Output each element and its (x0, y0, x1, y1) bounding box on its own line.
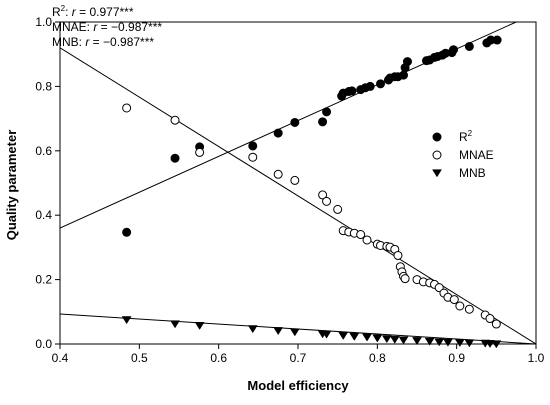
point-r2 (464, 41, 474, 51)
point-r2 (318, 117, 328, 127)
point-mnb (194, 322, 205, 330)
point-mnb (247, 325, 258, 334)
point-r2 (376, 79, 386, 89)
point-mnae (485, 314, 495, 324)
y-axis-label: Quality parameter (4, 130, 19, 241)
legend-label-superscript: 2 (468, 129, 473, 138)
annotation-value: = −0.987*** (97, 20, 162, 34)
point-r2 (248, 141, 258, 151)
legend-marker-r2 (432, 132, 442, 142)
y-tick-label: 0.2 (35, 273, 52, 287)
point-mnae (170, 115, 180, 125)
point-mnae (248, 152, 258, 162)
annotation-colon: : (65, 5, 72, 19)
point-mnae (449, 295, 459, 305)
point-mnb (121, 316, 132, 325)
y-tick-label: 0.4 (35, 208, 52, 222)
annotation-colon: : (79, 35, 86, 49)
point-r2 (170, 153, 180, 163)
point-r2 (290, 117, 300, 127)
point-mnae (318, 190, 328, 200)
x-tick-label: 0.7 (290, 351, 307, 365)
x-tick-label: 0.8 (369, 351, 386, 365)
legend-label-mnb: MNB (459, 166, 486, 180)
x-tick-label: 0.6 (210, 351, 227, 365)
point-mnb (434, 338, 445, 347)
annotation-value: = −0.987*** (89, 35, 154, 49)
point-mnae (333, 204, 343, 214)
point-mnb (289, 328, 300, 337)
point-mnae (356, 230, 366, 240)
annotation-r-symbol: r (85, 35, 90, 49)
legend-label-main: MNAE (459, 148, 494, 162)
annotation-mnb: MNB: r = −0.987*** (52, 35, 154, 49)
point-mnb (398, 336, 409, 345)
annotation-label: MNB (52, 35, 79, 49)
annotation-r: R2: r = 0.977*** (52, 4, 134, 19)
point-r2 (492, 35, 502, 45)
legend-marker-mnae (432, 150, 442, 160)
y-tick-label: 0.8 (35, 79, 52, 93)
y-tick-label: 1.0 (35, 15, 52, 29)
fit-line-mnae (60, 47, 536, 344)
legend-label-mnae: MNAE (459, 148, 494, 162)
point-mnb (338, 332, 349, 340)
point-mnae (322, 196, 332, 206)
point-mnb (485, 340, 495, 348)
point-r2 (399, 70, 409, 80)
x-tick-label: 1.0 (528, 351, 545, 365)
point-r2 (122, 227, 132, 237)
legend-label-main: MNB (459, 166, 486, 180)
legend-marker-mnb (432, 169, 442, 178)
point-mnb (412, 337, 422, 346)
annotation-mnae: MNAE: r = −0.987*** (52, 20, 162, 34)
x-tick-label: 0.4 (52, 351, 69, 365)
point-mnb (372, 334, 383, 343)
point-mnae (393, 250, 403, 260)
point-r2 (365, 81, 375, 91)
point-r2 (322, 107, 332, 117)
point-r2 (347, 86, 357, 96)
annotation-colon: : (87, 20, 94, 34)
point-r2 (448, 45, 458, 55)
point-mnae (273, 169, 283, 179)
point-mnb (454, 339, 465, 348)
point-mnb (491, 340, 502, 349)
point-mnb (349, 332, 360, 341)
point-mnae (195, 147, 205, 157)
y-tick-label: 0.6 (35, 144, 52, 158)
point-mnb (442, 338, 453, 347)
annotation-label: R (52, 5, 61, 19)
annotation-value: = 0.977*** (76, 5, 134, 19)
point-mnb (273, 327, 284, 336)
point-mnb (424, 337, 435, 346)
x-axis-label: Model efficiency (247, 378, 349, 393)
point-mnae (362, 235, 372, 245)
legend-label-r2: R2 (459, 129, 473, 144)
point-mnae (122, 103, 132, 113)
y-tick-label: 0.0 (35, 337, 52, 351)
x-tick-label: 0.5 (131, 351, 148, 365)
point-mnb (362, 333, 372, 342)
point-mnae (400, 274, 410, 284)
x-tick-label: 0.9 (448, 351, 465, 365)
legend-label-main: R (459, 130, 468, 144)
point-mnb (170, 320, 180, 329)
point-r2 (273, 128, 283, 138)
annotation-superscript: 2 (61, 4, 66, 13)
annotation-label: MNAE (52, 20, 87, 34)
annotation-r-symbol: r (72, 5, 77, 19)
point-mnae (464, 304, 474, 314)
point-mnae (290, 175, 300, 185)
point-mnb (464, 339, 475, 348)
point-r2 (402, 57, 412, 67)
annotation-r-symbol: r (93, 20, 98, 34)
point-mnae (455, 301, 465, 311)
point-mnb (389, 335, 400, 344)
point-mnb (381, 335, 392, 344)
point-mnb (321, 330, 332, 339)
point-mnae (491, 319, 501, 329)
